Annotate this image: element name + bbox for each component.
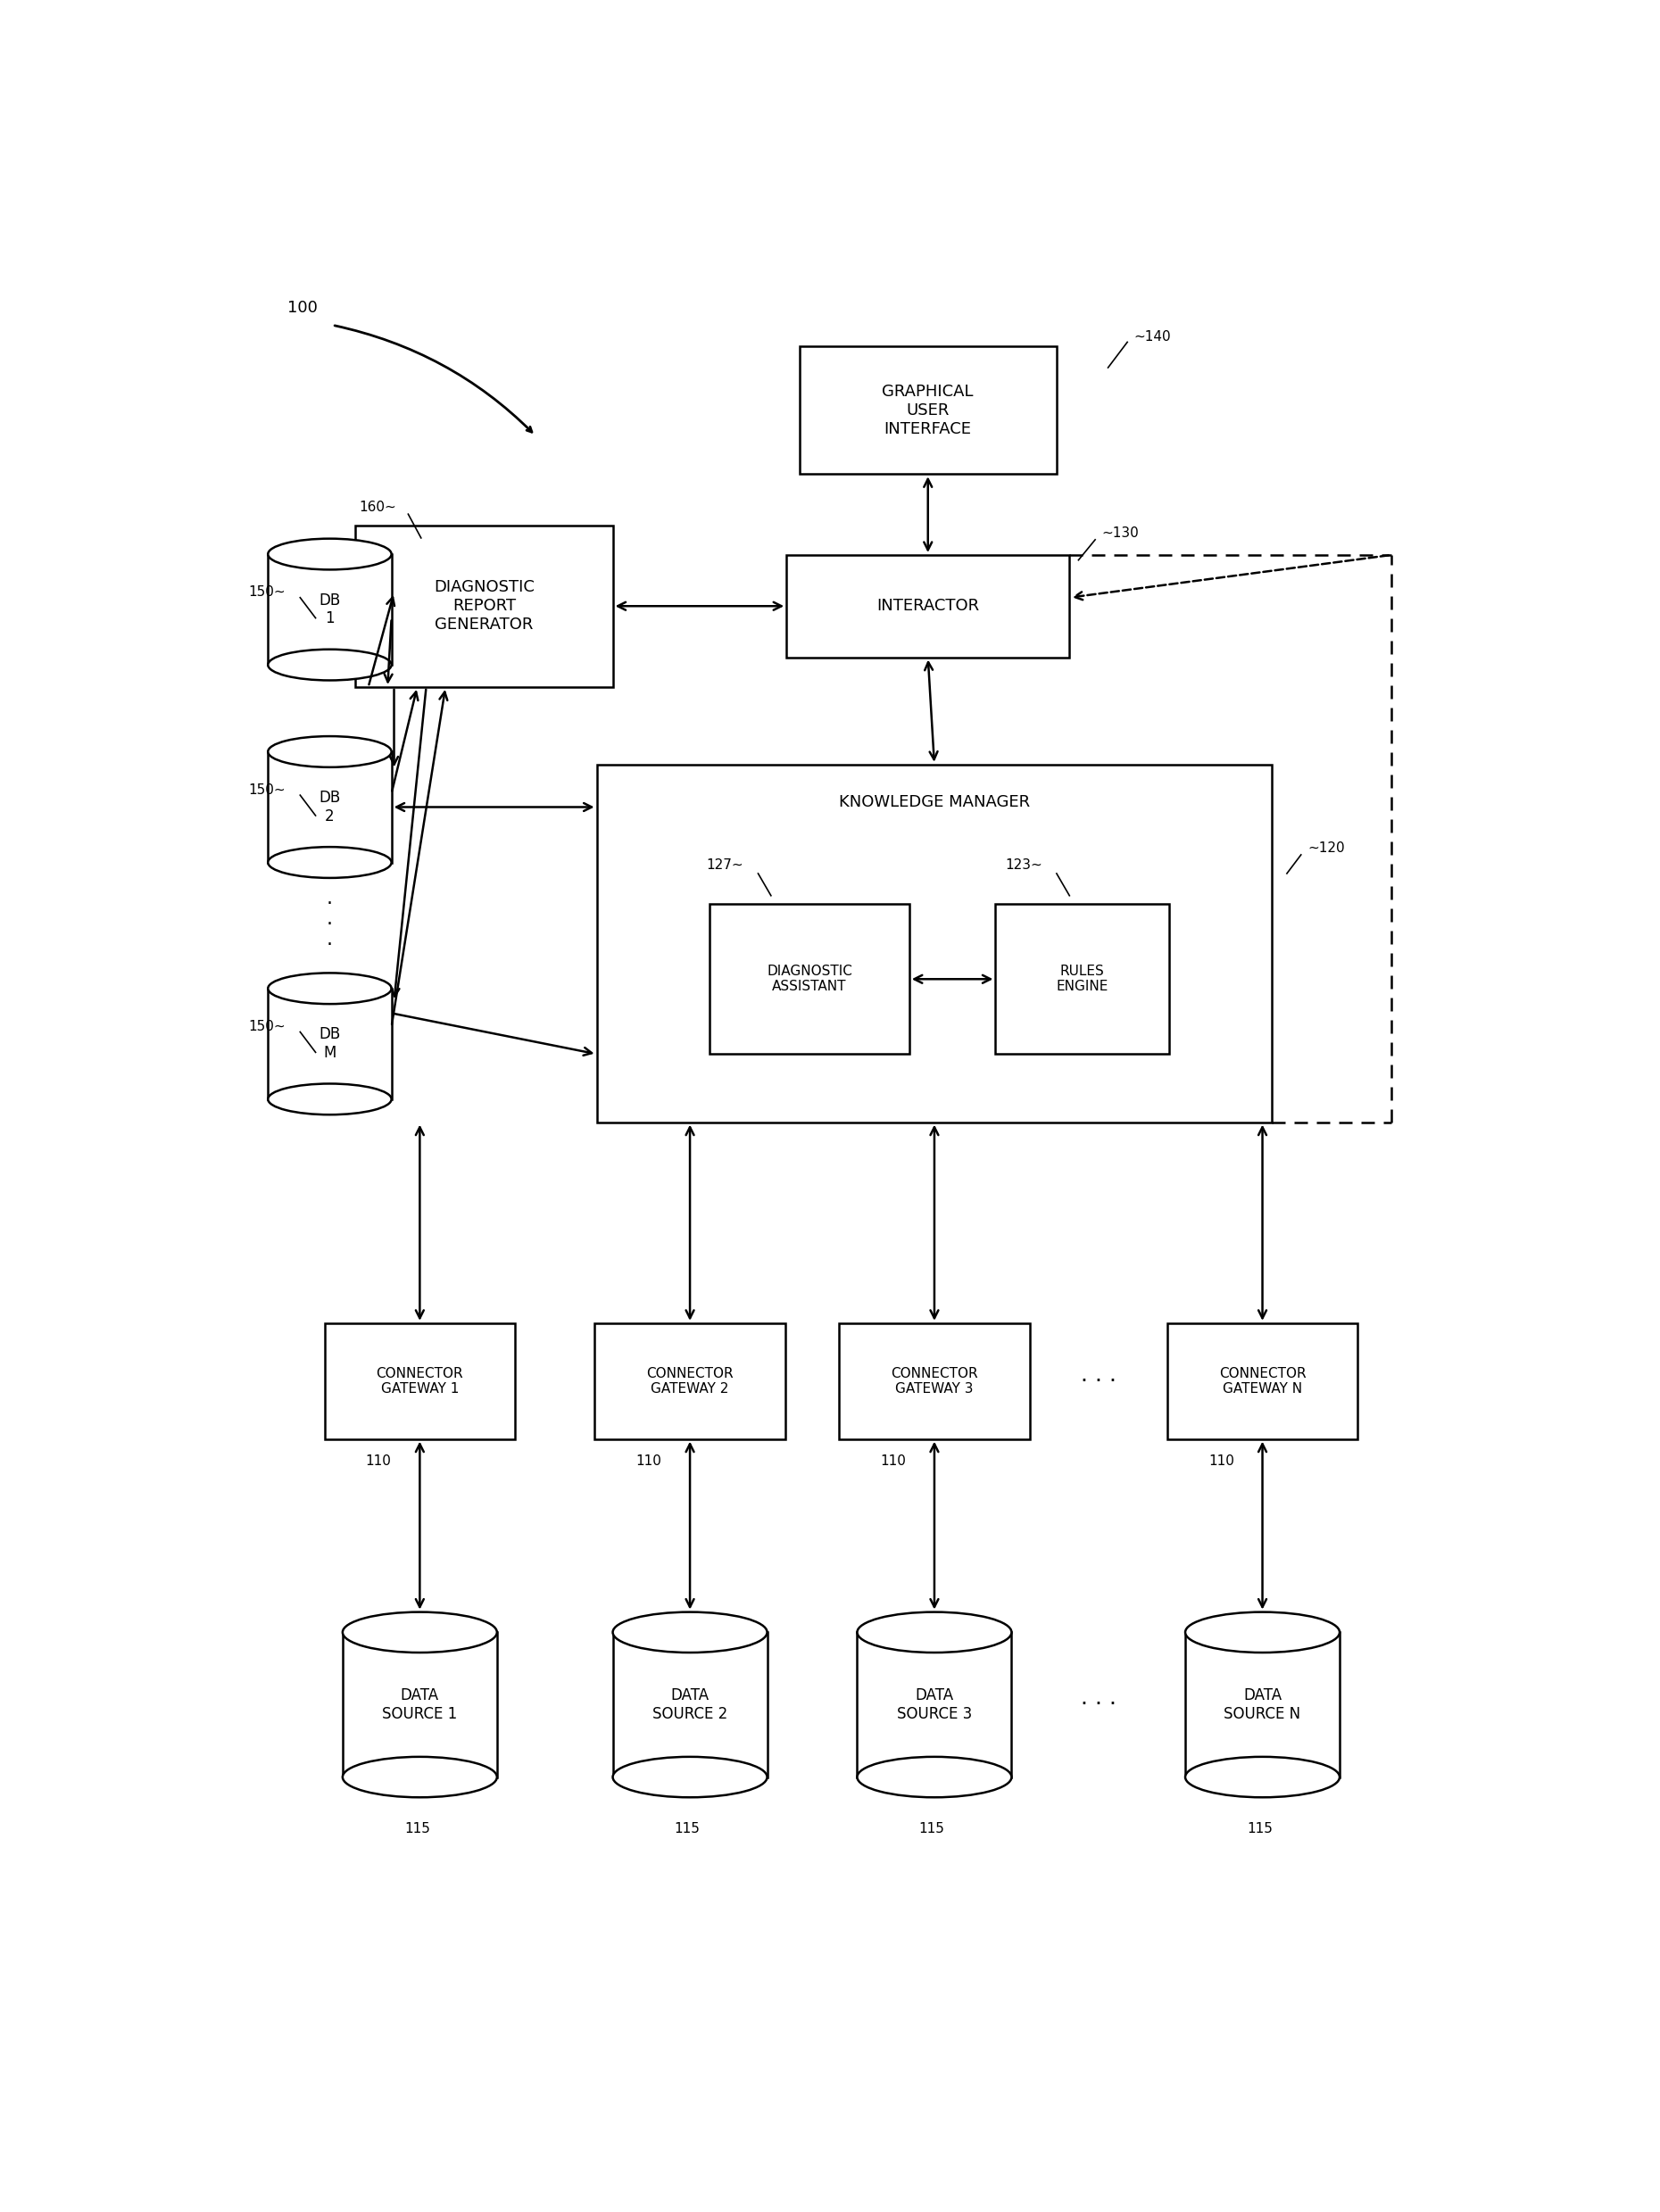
Ellipse shape	[1185, 1756, 1340, 1798]
Bar	[267, 752, 392, 863]
Text: DIAGNOSTIC
ASSISTANT: DIAGNOSTIC ASSISTANT	[767, 964, 852, 993]
Ellipse shape	[613, 1756, 767, 1798]
Ellipse shape	[857, 1613, 1011, 1652]
Text: ~130: ~130	[1102, 526, 1139, 540]
Text: 115: 115	[674, 1823, 701, 1836]
Text: · · ·: · · ·	[1081, 1694, 1117, 1714]
Text: 100: 100	[287, 301, 317, 316]
Text: CONNECTOR
GATEWAY 3: CONNECTOR GATEWAY 3	[891, 1367, 978, 1396]
Ellipse shape	[267, 973, 392, 1004]
Bar	[342, 1632, 496, 1776]
Text: ·
·
·: · · ·	[327, 896, 334, 953]
Text: DB
M: DB M	[319, 1026, 340, 1062]
Ellipse shape	[1185, 1613, 1340, 1652]
Bar	[1185, 1632, 1340, 1776]
Text: DATA
SOURCE 1: DATA SOURCE 1	[382, 1688, 458, 1721]
Text: DB
2: DB 2	[319, 790, 340, 825]
Bar	[996, 905, 1169, 1055]
Bar	[267, 989, 392, 1099]
Text: DATA
SOURCE 2: DATA SOURCE 2	[652, 1688, 727, 1721]
Text: 123~: 123~	[1006, 858, 1042, 872]
Bar	[325, 1323, 515, 1440]
Text: · · ·: · · ·	[1081, 1371, 1117, 1391]
Text: 150~: 150~	[249, 586, 286, 599]
Bar	[613, 1632, 767, 1776]
Bar	[267, 555, 392, 666]
Bar	[596, 765, 1272, 1121]
Text: CONNECTOR
GATEWAY 2: CONNECTOR GATEWAY 2	[646, 1367, 734, 1396]
Text: 115: 115	[920, 1823, 945, 1836]
Bar	[594, 1323, 785, 1440]
Text: 110: 110	[365, 1455, 392, 1469]
Ellipse shape	[857, 1756, 1011, 1798]
Text: INTERACTOR: INTERACTOR	[876, 597, 979, 615]
Bar	[800, 347, 1057, 473]
Ellipse shape	[267, 1084, 392, 1115]
Bar	[1167, 1323, 1358, 1440]
Text: 127~: 127~	[707, 858, 744, 872]
Text: 115: 115	[1247, 1823, 1273, 1836]
Ellipse shape	[267, 737, 392, 768]
Text: ~140: ~140	[1134, 330, 1170, 343]
Ellipse shape	[267, 847, 392, 878]
Text: CONNECTOR
GATEWAY 1: CONNECTOR GATEWAY 1	[377, 1367, 463, 1396]
Bar	[857, 1632, 1011, 1776]
Text: DATA
SOURCE N: DATA SOURCE N	[1223, 1688, 1301, 1721]
Ellipse shape	[613, 1613, 767, 1652]
Bar	[710, 905, 910, 1055]
Text: 110: 110	[880, 1455, 906, 1469]
Text: 150~: 150~	[249, 1020, 286, 1033]
Ellipse shape	[342, 1613, 496, 1652]
Text: KNOWLEDGE MANAGER: KNOWLEDGE MANAGER	[838, 794, 1029, 810]
Text: 160~: 160~	[359, 500, 397, 513]
Ellipse shape	[267, 650, 392, 681]
Bar	[840, 1323, 1029, 1440]
Bar	[355, 524, 613, 688]
Ellipse shape	[267, 540, 392, 571]
Text: ~120: ~120	[1308, 841, 1345, 854]
Text: 110: 110	[1208, 1455, 1233, 1469]
Ellipse shape	[342, 1756, 496, 1798]
Text: GRAPHICAL
USER
INTERFACE: GRAPHICAL USER INTERFACE	[881, 383, 974, 436]
Text: DIAGNOSTIC
REPORT
GENERATOR: DIAGNOSTIC REPORT GENERATOR	[433, 580, 535, 633]
Text: RULES
ENGINE: RULES ENGINE	[1056, 964, 1109, 993]
Text: 110: 110	[636, 1455, 662, 1469]
Text: 150~: 150~	[249, 783, 286, 796]
Bar	[787, 555, 1069, 657]
Text: CONNECTOR
GATEWAY N: CONNECTOR GATEWAY N	[1218, 1367, 1306, 1396]
Text: DATA
SOURCE 3: DATA SOURCE 3	[896, 1688, 973, 1721]
Text: DB
1: DB 1	[319, 593, 340, 626]
Text: 115: 115	[405, 1823, 430, 1836]
